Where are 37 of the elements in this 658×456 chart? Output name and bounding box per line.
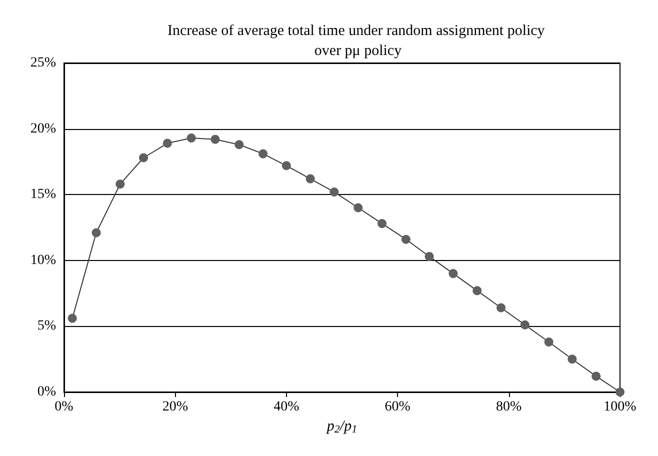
point — [162, 138, 172, 148]
x-tick-label: 60% — [384, 400, 411, 414]
point — [424, 252, 434, 261]
point — [139, 153, 148, 162]
point — [354, 203, 363, 212]
point — [306, 174, 315, 184]
point — [616, 388, 624, 396]
x-tick-label: 100% — [604, 400, 637, 414]
y-tick-label: 20% — [30, 121, 56, 136]
x-tick-label: 40% — [274, 400, 300, 414]
point — [68, 314, 77, 323]
point — [520, 320, 530, 330]
point — [472, 286, 482, 296]
y-tick-label: 0% — [37, 384, 56, 400]
point — [210, 134, 220, 144]
point — [568, 354, 577, 364]
point — [448, 269, 458, 278]
x-tick-label: 80% — [496, 400, 522, 414]
x-tick-label: 20% — [162, 400, 188, 414]
point — [544, 337, 554, 346]
point — [116, 180, 125, 189]
y-tick-label: 15% — [30, 187, 56, 202]
point — [92, 228, 101, 238]
point — [496, 303, 506, 312]
point — [258, 149, 268, 158]
chart-title: Increase of average total time under random assignment policy over pμ policy — [167, 23, 549, 59]
y-tick-label: 5% — [37, 318, 56, 334]
point — [378, 219, 387, 228]
point — [282, 161, 291, 170]
point — [330, 187, 339, 196]
y-tick-label: 10% — [30, 252, 56, 268]
y-tick-label: 25% — [30, 56, 56, 70]
point — [234, 140, 244, 150]
point — [592, 372, 601, 381]
point — [186, 134, 196, 143]
x-tick-label: 0% — [54, 400, 74, 414]
point — [401, 234, 410, 244]
